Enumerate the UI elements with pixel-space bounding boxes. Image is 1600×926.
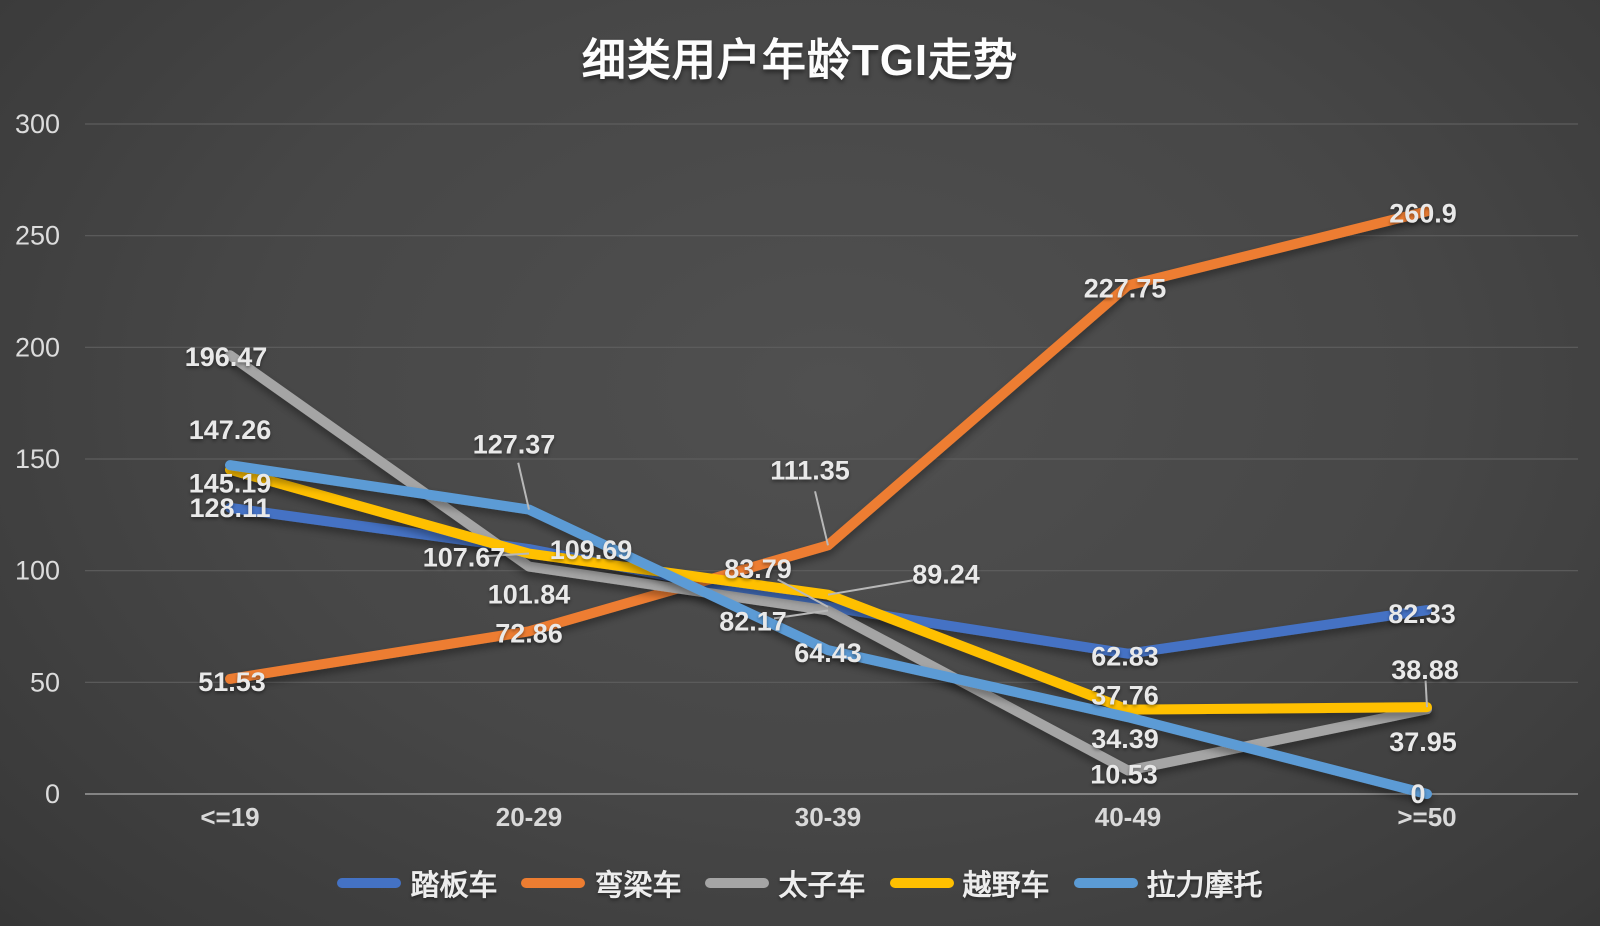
legend-swatch-wanliangche [521, 878, 586, 888]
data-label-0-3: 62.83 [1091, 642, 1159, 672]
y-axis-tick-150: 150 [15, 444, 60, 474]
legend-item-yueye[interactable]: 越野车 [889, 862, 1050, 904]
legend-swatch-taizi [705, 878, 770, 888]
data-label-1-4: 260.9 [1389, 198, 1457, 228]
data-label-4-1: 127.37 [473, 430, 556, 460]
data-label-2-3: 10.53 [1090, 759, 1158, 789]
data-label-2-4: 37.95 [1389, 727, 1457, 757]
data-label-2-2: 82.17 [719, 606, 787, 636]
x-axis-label-2: 30-39 [795, 802, 862, 832]
data-label-3-2: 89.24 [912, 560, 980, 590]
legend-swatch-yueye [889, 878, 954, 888]
legend-item-lali[interactable]: 拉力摩托 [1073, 862, 1263, 904]
legend-swatch-tabanche [337, 878, 402, 888]
data-label-3-3: 37.76 [1091, 681, 1159, 711]
x-axis-label-1: 20-29 [496, 802, 563, 832]
data-label-0-0: 128.11 [189, 493, 270, 523]
y-axis-tick-200: 200 [15, 332, 60, 362]
data-label-4-3: 34.39 [1091, 724, 1159, 754]
data-label-1-2: 111.35 [770, 455, 850, 485]
series-line-3[interactable] [225, 464, 1432, 715]
data-label-2-1: 101.84 [488, 580, 571, 610]
legend-item-tabanche[interactable]: 踏板车 [337, 862, 497, 904]
x-axis-label-3: 40-49 [1095, 802, 1162, 832]
data-label-leader-4-1 [517, 462, 530, 510]
data-label-4-4: 0 [1410, 779, 1425, 809]
legend-swatch-lali [1073, 878, 1138, 888]
x-axis-label-4: >=50 [1397, 802, 1456, 832]
y-axis-tick-0: 0 [45, 779, 60, 809]
data-label-leader-3-2 [827, 579, 914, 596]
chart-legend: 踏板车 弯梁车 太子车 越野车 拉力摩托 [0, 862, 1600, 904]
legend-item-wanliangche[interactable]: 弯梁车 [521, 862, 681, 904]
data-label-3-1: 107.67 [423, 543, 506, 573]
data-label-1-1: 72.86 [495, 618, 563, 648]
legend-label-tabanche: 踏板车 [410, 870, 498, 902]
data-label-2-0: 196.47 [185, 342, 268, 372]
legend-item-taizi[interactable]: 太子车 [705, 862, 866, 904]
data-label-1-0: 51.53 [198, 667, 266, 697]
data-label-leader-0-2 [777, 578, 829, 608]
y-axis-tick-300: 300 [15, 109, 60, 139]
series-line-4[interactable] [225, 460, 1432, 799]
data-label-0-1: 109.69 [550, 535, 633, 565]
x-axis-label-0: <=19 [200, 802, 259, 832]
legend-label-lali: 拉力摩托 [1146, 870, 1263, 902]
data-label-1-3: 227.75 [1084, 273, 1167, 303]
data-label-4-2: 64.43 [794, 638, 862, 668]
data-label-0-2: 83.79 [724, 554, 792, 584]
data-label-4-0: 147.26 [189, 415, 272, 445]
data-label-3-0: 145.19 [189, 469, 272, 499]
y-axis-tick-250: 250 [15, 221, 60, 251]
data-label-leader-3-1 [482, 552, 530, 558]
series-line-0[interactable] [225, 502, 1432, 659]
y-axis-tick-100: 100 [15, 556, 60, 586]
data-label-3-4: 38.88 [1391, 655, 1459, 685]
chart-title: 细类用户年龄TGI走势 [581, 36, 1019, 85]
data-label-0-4: 82.33 [1388, 599, 1456, 629]
data-label-leader-3-4 [1424, 680, 1428, 708]
data-label-leader-1-2 [814, 491, 829, 546]
y-axis-tick-50: 50 [30, 667, 60, 697]
legend-label-wanliangche: 弯梁车 [594, 870, 682, 902]
legend-label-yueye: 越野车 [962, 870, 1050, 902]
data-label-leader-2-2 [773, 609, 829, 620]
legend-label-taizi: 太子车 [778, 870, 866, 902]
